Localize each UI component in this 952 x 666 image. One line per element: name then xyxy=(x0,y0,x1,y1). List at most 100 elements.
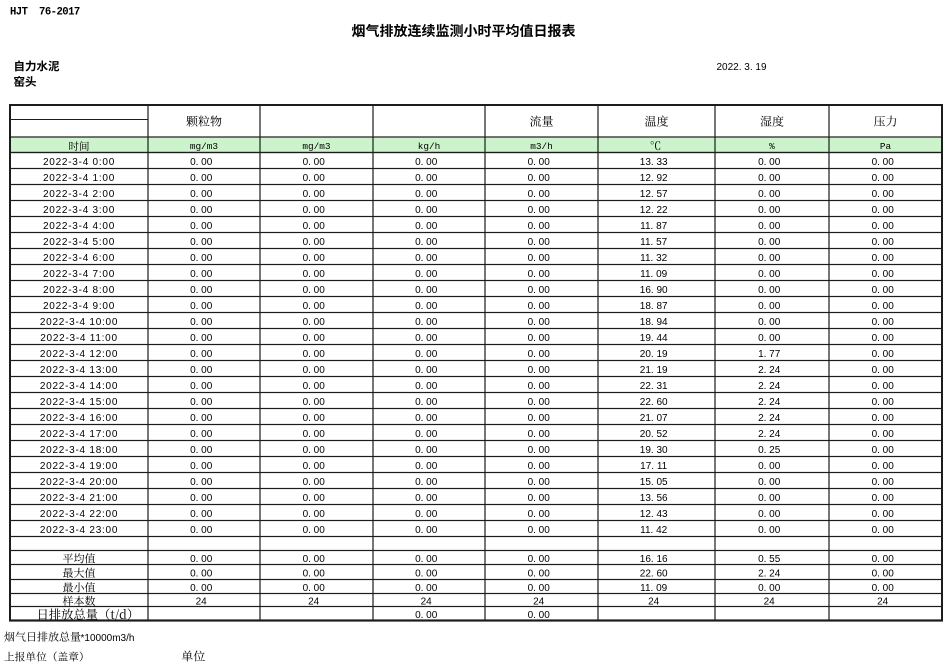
svg-text:2022-3-4 10:00: 2022-3-4 10:00 xyxy=(40,317,118,328)
svg-text:0. 00: 0. 00 xyxy=(528,445,551,456)
svg-text:22. 60: 22. 60 xyxy=(640,397,668,408)
svg-text:0. 00: 0. 00 xyxy=(758,189,781,200)
svg-text:0. 00: 0. 00 xyxy=(190,445,213,456)
svg-text:0. 00: 0. 00 xyxy=(872,237,895,248)
svg-text:0. 00: 0. 00 xyxy=(190,317,213,328)
svg-text:13. 56: 13. 56 xyxy=(640,493,668,504)
svg-text:0. 00: 0. 00 xyxy=(758,509,781,520)
svg-text:22. 31: 22. 31 xyxy=(640,381,668,392)
svg-text:0. 00: 0. 00 xyxy=(190,205,213,216)
svg-text:2022-3-4 19:00: 2022-3-4 19:00 xyxy=(40,461,118,472)
svg-text:19. 44: 19. 44 xyxy=(640,333,668,344)
svg-text:0. 00: 0. 00 xyxy=(303,445,326,456)
svg-text:0. 00: 0. 00 xyxy=(303,429,326,440)
svg-text:2022-3-4 23:00: 2022-3-4 23:00 xyxy=(40,525,118,536)
svg-text:0. 00: 0. 00 xyxy=(415,413,438,424)
svg-text:0. 00: 0. 00 xyxy=(415,349,438,360)
svg-text:2022-3-4 7:00: 2022-3-4 7:00 xyxy=(43,269,115,280)
svg-text:0. 00: 0. 00 xyxy=(415,301,438,312)
svg-text:2022-3-4 2:00: 2022-3-4 2:00 xyxy=(43,189,115,200)
svg-text:12. 22: 12. 22 xyxy=(640,205,668,216)
svg-text:0. 00: 0. 00 xyxy=(528,413,551,424)
svg-text:2. 24: 2. 24 xyxy=(758,569,781,580)
svg-text:16. 16: 16. 16 xyxy=(640,554,668,565)
svg-text:0. 00: 0. 00 xyxy=(190,285,213,296)
svg-text:0. 00: 0. 00 xyxy=(528,333,551,344)
svg-text:0. 00: 0. 00 xyxy=(872,189,895,200)
svg-text:0. 00: 0. 00 xyxy=(528,397,551,408)
svg-text:11. 42: 11. 42 xyxy=(640,525,667,536)
svg-text:0. 00: 0. 00 xyxy=(758,221,781,232)
svg-text:0. 00: 0. 00 xyxy=(872,429,895,440)
svg-text:0. 00: 0. 00 xyxy=(190,554,213,565)
svg-text:0. 00: 0. 00 xyxy=(190,381,213,392)
svg-text:0. 00: 0. 00 xyxy=(190,189,213,200)
svg-text:19. 30: 19. 30 xyxy=(640,445,668,456)
svg-text:0. 00: 0. 00 xyxy=(758,477,781,488)
svg-text:0. 00: 0. 00 xyxy=(758,237,781,248)
svg-text:2. 24: 2. 24 xyxy=(758,413,781,424)
svg-text:0. 00: 0. 00 xyxy=(528,525,551,536)
svg-text:*10000m3/h: *10000m3/h xyxy=(81,633,135,644)
svg-text:0. 00: 0. 00 xyxy=(190,413,213,424)
svg-text:0. 00: 0. 00 xyxy=(872,285,895,296)
svg-text:0. 00: 0. 00 xyxy=(415,583,438,594)
svg-text:0. 00: 0. 00 xyxy=(872,205,895,216)
svg-text:24: 24 xyxy=(764,597,776,608)
svg-text:0. 00: 0. 00 xyxy=(415,365,438,376)
svg-text:0. 00: 0. 00 xyxy=(415,269,438,280)
svg-text:0. 00: 0. 00 xyxy=(190,221,213,232)
svg-text:0. 00: 0. 00 xyxy=(303,461,326,472)
svg-text:21. 19: 21. 19 xyxy=(640,365,668,376)
svg-text:0. 00: 0. 00 xyxy=(303,413,326,424)
svg-text:2022-3-4 18:00: 2022-3-4 18:00 xyxy=(40,445,118,456)
svg-text:0. 00: 0. 00 xyxy=(528,221,551,232)
svg-text:2022-3-4 21:00: 2022-3-4 21:00 xyxy=(40,493,118,504)
svg-text:0. 00: 0. 00 xyxy=(415,189,438,200)
svg-text:0. 00: 0. 00 xyxy=(872,397,895,408)
svg-text:2022-3-4 15:00: 2022-3-4 15:00 xyxy=(40,397,118,408)
svg-text:0. 00: 0. 00 xyxy=(528,237,551,248)
svg-text:0. 00: 0. 00 xyxy=(528,583,551,594)
svg-text:0. 00: 0. 00 xyxy=(872,365,895,376)
svg-text:2. 24: 2. 24 xyxy=(758,365,781,376)
svg-text:0. 00: 0. 00 xyxy=(872,269,895,280)
svg-text:HJT 76-2017: HJT 76-2017 xyxy=(10,6,80,18)
svg-text:0. 00: 0. 00 xyxy=(415,509,438,520)
svg-text:0. 00: 0. 00 xyxy=(415,173,438,184)
svg-text:24: 24 xyxy=(421,597,433,608)
svg-text:2022-3-4 9:00: 2022-3-4 9:00 xyxy=(43,301,115,312)
svg-text:0. 00: 0. 00 xyxy=(528,477,551,488)
svg-text:0. 00: 0. 00 xyxy=(190,173,213,184)
svg-text:0. 00: 0. 00 xyxy=(190,477,213,488)
svg-text:2022-3-4 17:00: 2022-3-4 17:00 xyxy=(40,429,118,440)
svg-text:0. 00: 0. 00 xyxy=(190,397,213,408)
svg-text:0. 00: 0. 00 xyxy=(872,554,895,565)
svg-text:0. 00: 0. 00 xyxy=(303,397,326,408)
svg-text:0. 00: 0. 00 xyxy=(415,237,438,248)
svg-text:0. 00: 0. 00 xyxy=(303,189,326,200)
svg-text:0. 00: 0. 00 xyxy=(415,221,438,232)
svg-text:2. 24: 2. 24 xyxy=(758,429,781,440)
svg-text:0. 00: 0. 00 xyxy=(190,365,213,376)
svg-text:0. 00: 0. 00 xyxy=(190,429,213,440)
svg-text:11. 57: 11. 57 xyxy=(640,237,667,248)
svg-text:11. 09: 11. 09 xyxy=(640,269,667,280)
svg-text:0. 00: 0. 00 xyxy=(872,493,895,504)
svg-text:2022-3-4 0:00: 2022-3-4 0:00 xyxy=(43,157,115,168)
svg-text:0. 00: 0. 00 xyxy=(190,569,213,580)
svg-text:0. 00: 0. 00 xyxy=(758,205,781,216)
svg-text:0. 00: 0. 00 xyxy=(415,205,438,216)
svg-text:0. 00: 0. 00 xyxy=(872,461,895,472)
svg-text:0. 00: 0. 00 xyxy=(872,173,895,184)
svg-text:mg/m3: mg/m3 xyxy=(190,141,219,152)
svg-text:0. 00: 0. 00 xyxy=(190,493,213,504)
svg-text:0. 00: 0. 00 xyxy=(528,509,551,520)
svg-text:0. 00: 0. 00 xyxy=(872,221,895,232)
svg-text:0. 00: 0. 00 xyxy=(415,333,438,344)
svg-text:0. 00: 0. 00 xyxy=(528,189,551,200)
svg-text:24: 24 xyxy=(533,597,545,608)
svg-text:2022-3-4 11:00: 2022-3-4 11:00 xyxy=(40,333,118,344)
svg-text:20. 52: 20. 52 xyxy=(640,429,668,440)
svg-text:0. 00: 0. 00 xyxy=(528,493,551,504)
